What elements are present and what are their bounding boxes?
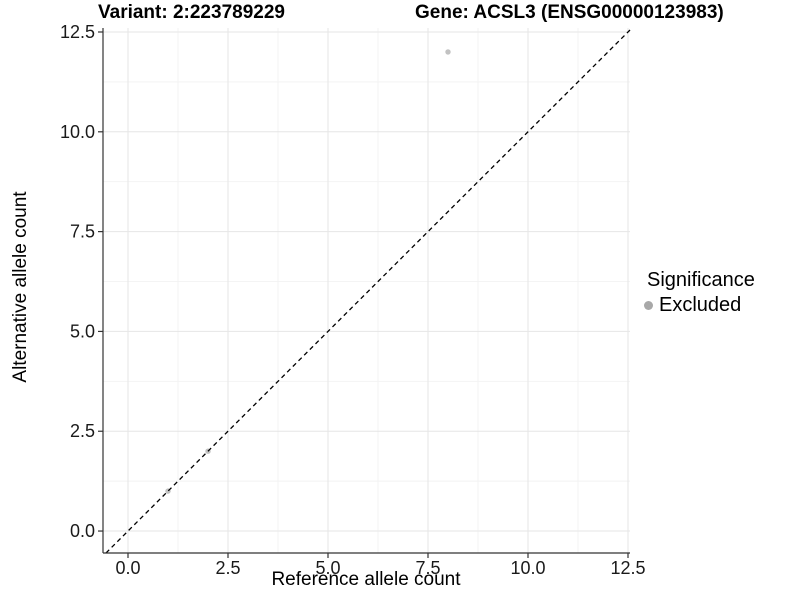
- plot-title-variant: Variant: 2:223789229: [98, 2, 285, 23]
- identity-line: [105, 29, 631, 554]
- y-axis-label: Alternative allele count: [10, 191, 31, 383]
- y-tick-label: 5.0: [70, 321, 95, 341]
- x-tick-label: 5.0: [315, 558, 340, 578]
- y-tick-label: 10.0: [60, 122, 95, 142]
- x-tick-label: 0.0: [115, 558, 140, 578]
- legend-title: Significance: [647, 269, 755, 291]
- y-tick-label: 12.5: [60, 22, 95, 42]
- y-tick-label: 0.0: [70, 521, 95, 541]
- x-tick-label: 12.5: [610, 558, 645, 578]
- y-tick-label: 7.5: [70, 222, 95, 242]
- x-tick-label: 2.5: [215, 558, 240, 578]
- x-tick-label: 10.0: [510, 558, 545, 578]
- x-axis-label: Reference allele count: [271, 569, 461, 590]
- legend-item-excluded: Excluded: [641, 294, 755, 317]
- legend: Significance Excluded: [641, 269, 755, 317]
- data-point: [445, 49, 451, 55]
- legend-item-label: Excluded: [659, 294, 742, 316]
- x-tick-label: 7.5: [415, 558, 440, 578]
- legend-key-dot: [644, 301, 653, 310]
- y-tick-label: 2.5: [70, 421, 95, 441]
- plot-title-gene: Gene: ACSL3 (ENSG00000123983): [415, 2, 724, 23]
